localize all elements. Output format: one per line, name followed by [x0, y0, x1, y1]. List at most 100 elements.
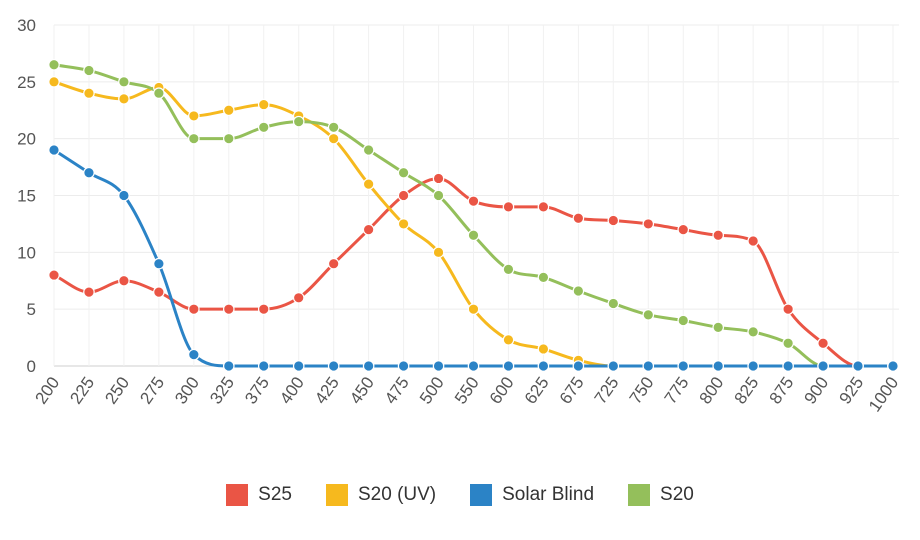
data-point-s20-675[interactable]	[572, 285, 585, 297]
legend-item-solar-blind[interactable]: Solar Blind	[470, 484, 594, 506]
data-point-s20-450[interactable]	[362, 144, 375, 156]
data-point-s25-775[interactable]	[677, 223, 690, 236]
data-point-s20-875[interactable]	[782, 337, 794, 350]
data-point-s25-275[interactable]	[153, 286, 165, 298]
data-point-s20-200[interactable]	[48, 58, 60, 71]
legend-item-s20-uv[interactable]: S20 (UV)	[325, 484, 436, 506]
x-axis-ticks: 200 225 250 275 300 325 375 400 425 450 475 500 550 6…	[31, 373, 902, 415]
data-point-s20-uv-500[interactable]	[432, 246, 445, 259]
data-point-s25-250[interactable]	[118, 274, 130, 287]
data-point-s20-600[interactable]	[502, 263, 515, 276]
data-point-s20-uv-200[interactable]	[48, 76, 60, 88]
data-point-solar-blind-750[interactable]	[642, 360, 655, 372]
data-point-solar-blind-725[interactable]	[607, 360, 620, 372]
data-point-solar-blind-625[interactable]	[537, 360, 550, 372]
data-point-s25-200[interactable]	[48, 269, 60, 281]
legend-label-solar-blind: Solar Blind	[502, 484, 595, 505]
data-point-s20-225[interactable]	[83, 64, 95, 77]
data-point-s25-550[interactable]	[467, 195, 480, 207]
data-point-solar-blind-475[interactable]	[397, 360, 410, 372]
data-point-s20-uv-450[interactable]	[362, 178, 375, 190]
data-point-s25-300[interactable]	[188, 303, 200, 315]
data-point-solar-blind-450[interactable]	[362, 360, 375, 372]
data-point-solar-blind-900[interactable]	[817, 360, 829, 372]
data-point-s20-475[interactable]	[397, 166, 410, 179]
data-point-s20-uv-250[interactable]	[118, 93, 130, 105]
data-point-s25-400[interactable]	[292, 291, 305, 304]
data-point-s20-275[interactable]	[153, 87, 165, 99]
data-point-solar-blind-1000[interactable]	[887, 360, 899, 372]
data-point-solar-blind-675[interactable]	[572, 360, 585, 372]
data-point-solar-blind-250[interactable]	[118, 189, 130, 202]
data-point-s25-425[interactable]	[327, 257, 340, 270]
x-tick-label: 425	[311, 373, 343, 407]
legend-swatch-s20-uv	[325, 484, 348, 506]
data-point-s25-675[interactable]	[572, 212, 585, 225]
legend-swatch-s20	[628, 484, 651, 506]
data-point-solar-blind-600[interactable]	[502, 360, 515, 372]
data-point-s20-800[interactable]	[712, 321, 725, 334]
legend-item-s25[interactable]: S25	[226, 484, 292, 506]
data-point-solar-blind-275[interactable]	[153, 257, 165, 270]
data-point-solar-blind-425[interactable]	[327, 360, 340, 372]
x-tick-label: 200	[31, 373, 63, 407]
data-point-s20-725[interactable]	[607, 297, 620, 310]
data-point-s20-325[interactable]	[222, 132, 235, 145]
data-point-solar-blind-550[interactable]	[467, 360, 480, 372]
data-point-s20-550[interactable]	[467, 229, 480, 242]
data-point-s20-825[interactable]	[747, 326, 759, 338]
x-tick-label: 225	[66, 373, 98, 407]
x-tick-label: 600	[486, 373, 518, 407]
data-point-s20-750[interactable]	[642, 309, 655, 321]
data-point-s25-750[interactable]	[642, 218, 655, 230]
data-point-solar-blind-925[interactable]	[852, 360, 864, 372]
data-point-s20-uv-550[interactable]	[467, 303, 480, 315]
data-point-s20-425[interactable]	[327, 121, 340, 134]
data-point-s25-900[interactable]	[817, 337, 829, 350]
data-point-s20-625[interactable]	[537, 271, 550, 284]
data-point-solar-blind-300[interactable]	[188, 348, 200, 361]
data-point-s25-825[interactable]	[747, 235, 759, 247]
data-point-s25-475[interactable]	[397, 189, 410, 202]
data-point-solar-blind-875[interactable]	[782, 360, 794, 372]
x-tick-label: 550	[451, 373, 483, 407]
data-point-solar-blind-200[interactable]	[48, 144, 60, 156]
data-point-s25-800[interactable]	[712, 229, 725, 242]
data-point-s25-450[interactable]	[362, 223, 375, 236]
data-point-s20-500[interactable]	[432, 189, 445, 202]
data-point-s20-uv-375[interactable]	[257, 98, 270, 111]
data-point-s20-uv-625[interactable]	[537, 343, 550, 355]
x-tick-label: 750	[626, 373, 658, 407]
data-point-solar-blind-400[interactable]	[292, 360, 305, 372]
data-point-s25-600[interactable]	[502, 201, 515, 213]
data-point-s20-400[interactable]	[292, 115, 305, 128]
data-point-s20-uv-600[interactable]	[502, 334, 515, 346]
data-point-s20-775[interactable]	[677, 314, 690, 327]
data-point-s25-625[interactable]	[537, 201, 550, 213]
legend-item-s20[interactable]: S20	[628, 484, 694, 506]
series-points[interactable]	[48, 58, 899, 372]
legend-swatch-solar-blind	[470, 484, 493, 506]
data-point-solar-blind-375[interactable]	[257, 360, 270, 372]
data-point-s20-uv-325[interactable]	[222, 104, 235, 117]
data-point-solar-blind-775[interactable]	[677, 360, 690, 372]
data-point-s20-375[interactable]	[257, 121, 270, 134]
data-point-s20-uv-475[interactable]	[397, 218, 410, 230]
data-point-solar-blind-500[interactable]	[432, 360, 445, 372]
data-point-s25-325[interactable]	[222, 303, 235, 315]
data-point-s25-375[interactable]	[257, 303, 270, 315]
data-point-s20-uv-300[interactable]	[188, 110, 200, 122]
data-point-solar-blind-825[interactable]	[747, 360, 759, 372]
data-point-s25-225[interactable]	[83, 286, 95, 298]
data-point-s25-875[interactable]	[782, 303, 794, 315]
data-point-solar-blind-225[interactable]	[83, 166, 95, 179]
legend-swatch-s25	[226, 484, 249, 506]
data-point-s20-uv-425[interactable]	[327, 132, 340, 145]
data-point-s20-300[interactable]	[188, 132, 200, 145]
data-point-s20-uv-225[interactable]	[83, 87, 95, 99]
data-point-s25-725[interactable]	[607, 214, 620, 227]
data-point-s20-250[interactable]	[118, 76, 130, 88]
data-point-s25-500[interactable]	[432, 172, 445, 185]
data-point-solar-blind-800[interactable]	[712, 360, 725, 372]
data-point-solar-blind-325[interactable]	[222, 360, 235, 372]
